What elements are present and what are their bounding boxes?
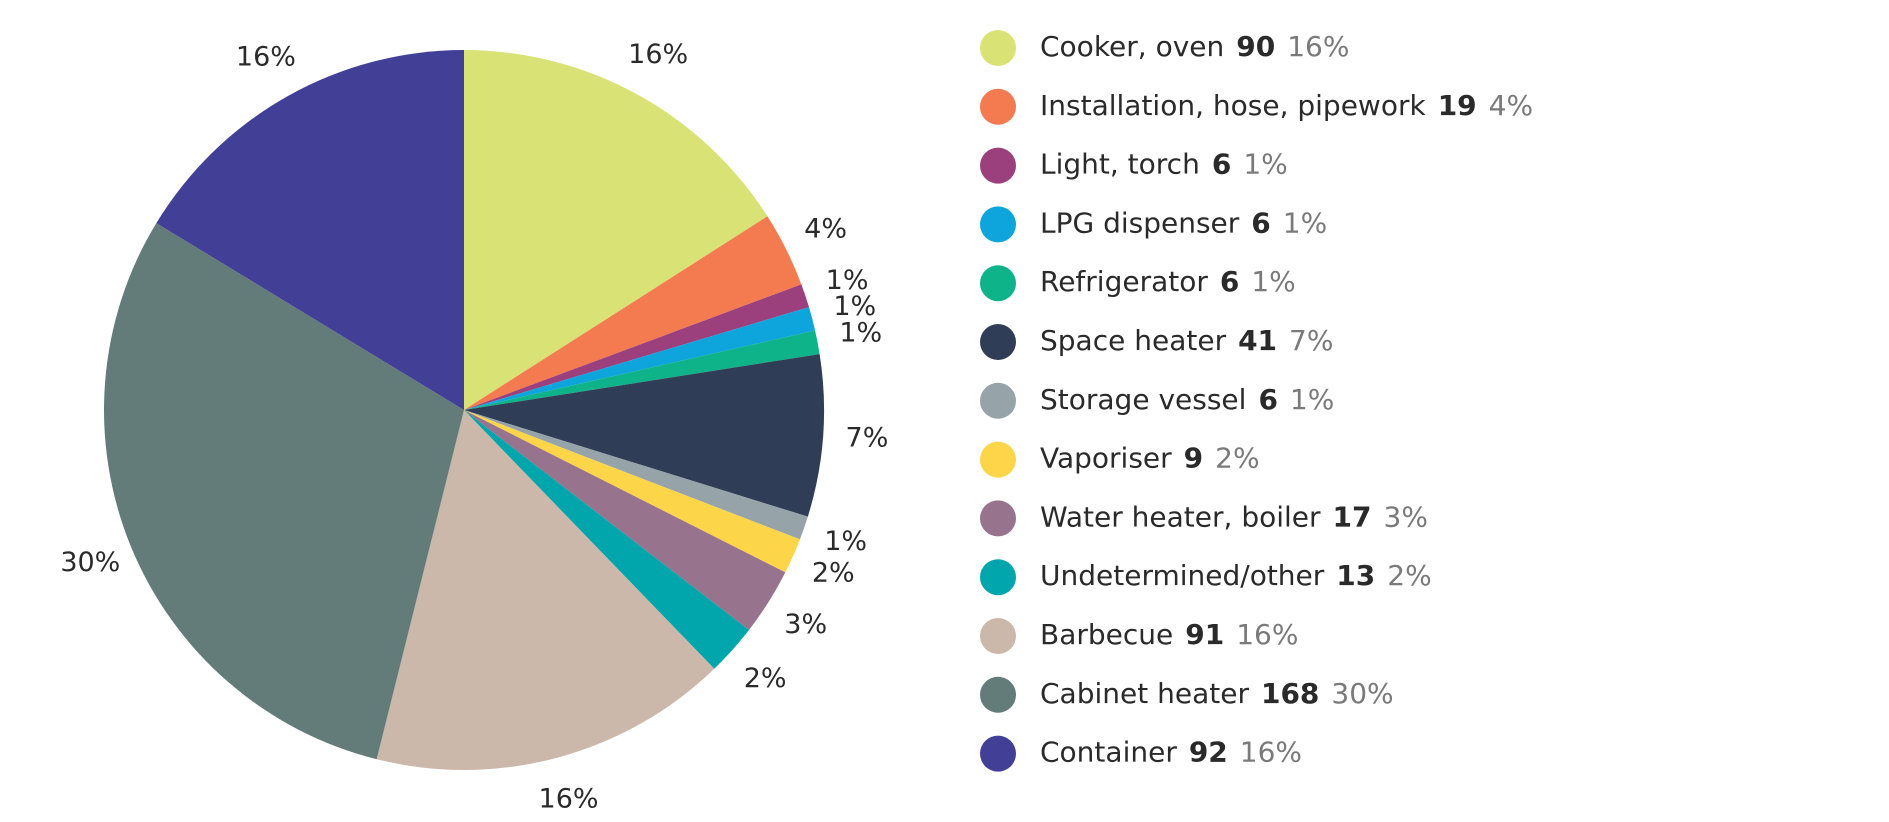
legend-entry: LPG dispenser 6 1% [1040,206,1327,239]
legend-entry: Space heater 41 7% [1040,324,1333,357]
legend-swatch [980,618,1016,654]
pie-slice [464,354,824,517]
legend-entry: Barbecue 91 16% [1040,618,1298,651]
legend-name: Storage vessel [1040,383,1246,416]
legend-name: Light, torch [1040,148,1200,181]
legend-count: 17 [1333,500,1372,533]
pie-slice [376,410,715,770]
legend-share: 16% [1240,736,1302,769]
legend-share: 1% [1243,148,1287,181]
legend-swatch [980,324,1016,360]
slice-label: 16% [539,784,599,815]
legend-count: 6 [1251,206,1270,239]
legend-share: 1% [1290,383,1334,416]
legend-entry: Refrigerator 6 1% [1040,265,1296,298]
pie-slice [103,223,465,760]
slice-label: 1% [839,317,882,348]
slice-label: 4% [804,213,847,244]
legend-name: Water heater, boiler [1040,500,1321,533]
legend-entry: Undetermined/other 13 2% [1040,559,1432,592]
pie-slice [464,330,820,410]
legend-count: 6 [1220,265,1239,298]
legend-entry: Storage vessel 6 1% [1040,383,1334,416]
pie-slice [464,410,786,630]
legend-name: Space heater [1040,324,1227,357]
pie-slice [156,50,464,410]
legend-name: Refrigerator [1040,265,1208,298]
pie-slice [464,216,802,410]
slice-label: 7% [846,423,889,454]
legend-count: 91 [1185,618,1224,651]
slice-label: 2% [744,663,787,694]
legend-count: 6 [1212,148,1231,181]
legend-swatch [980,559,1016,596]
legend-name: LPG dispenser [1040,206,1240,239]
legend-name: Undetermined/other [1040,559,1325,592]
legend-count: 92 [1189,736,1228,769]
pie-slice [464,307,816,410]
pie-slice [464,410,800,573]
slice-label: 30% [60,547,120,578]
legend-share: 2% [1387,559,1431,592]
legend-entry: Light, torch 6 1% [1040,148,1288,181]
pie-slice [464,50,768,410]
legend-share: 7% [1289,324,1333,357]
slice-label: 3% [784,609,827,640]
legend-name: Vaporiser [1040,442,1172,475]
legend-entry: Vaporiser 9 2% [1040,442,1260,475]
legend-swatch [980,441,1016,478]
legend-name: Container [1040,736,1177,769]
legend-share: 4% [1489,89,1533,122]
legend-count: 19 [1438,89,1477,122]
legend-count: 41 [1238,324,1277,357]
legend-swatch [980,382,1016,419]
legend-count: 6 [1258,383,1277,416]
legend-entry: Water heater, boiler 17 3% [1040,500,1428,533]
slice-label: 1% [833,291,876,322]
legend-swatch [980,147,1016,184]
legend-share: 3% [1384,500,1428,533]
slice-label: 1% [824,526,867,557]
pie-slice [464,410,808,540]
legend-count: 168 [1261,677,1319,710]
legend-share: 2% [1215,442,1259,475]
legend-count: 13 [1336,559,1375,592]
legend-entry: Cabinet heater 168 30% [1040,677,1394,710]
legend-count: 90 [1236,30,1275,63]
legend-share: 1% [1251,265,1295,298]
legend-name: Barbecue [1040,618,1173,651]
legend-swatch [980,676,1016,713]
legend-entry: Cooker, oven 90 16% [1040,30,1349,63]
slice-label: 16% [628,39,688,70]
legend-swatch [980,735,1016,772]
legend-share: 30% [1331,677,1393,710]
legend-share: 1% [1283,206,1327,239]
legend-name: Cabinet heater [1040,677,1249,710]
pie-slice [464,284,810,410]
legend-swatch [980,500,1016,537]
legend-swatch [980,88,1016,125]
slice-label: 2% [812,557,855,588]
legend-swatch [980,265,1016,302]
legend-entry: Installation, hose, pipework 19 4% [1040,89,1533,122]
legend-swatch [980,30,1016,66]
legend-name: Cooker, oven [1040,30,1224,63]
legend-share: 16% [1287,30,1349,63]
slice-label: 16% [236,41,296,72]
legend-entry: Container 92 16% [1040,736,1302,769]
pie-slice [464,410,749,669]
slice-label: 1% [826,265,869,296]
legend-swatch [980,206,1016,243]
legend-name: Installation, hose, pipework [1040,89,1426,122]
legend-count: 9 [1184,442,1203,475]
legend-share: 16% [1236,618,1298,651]
